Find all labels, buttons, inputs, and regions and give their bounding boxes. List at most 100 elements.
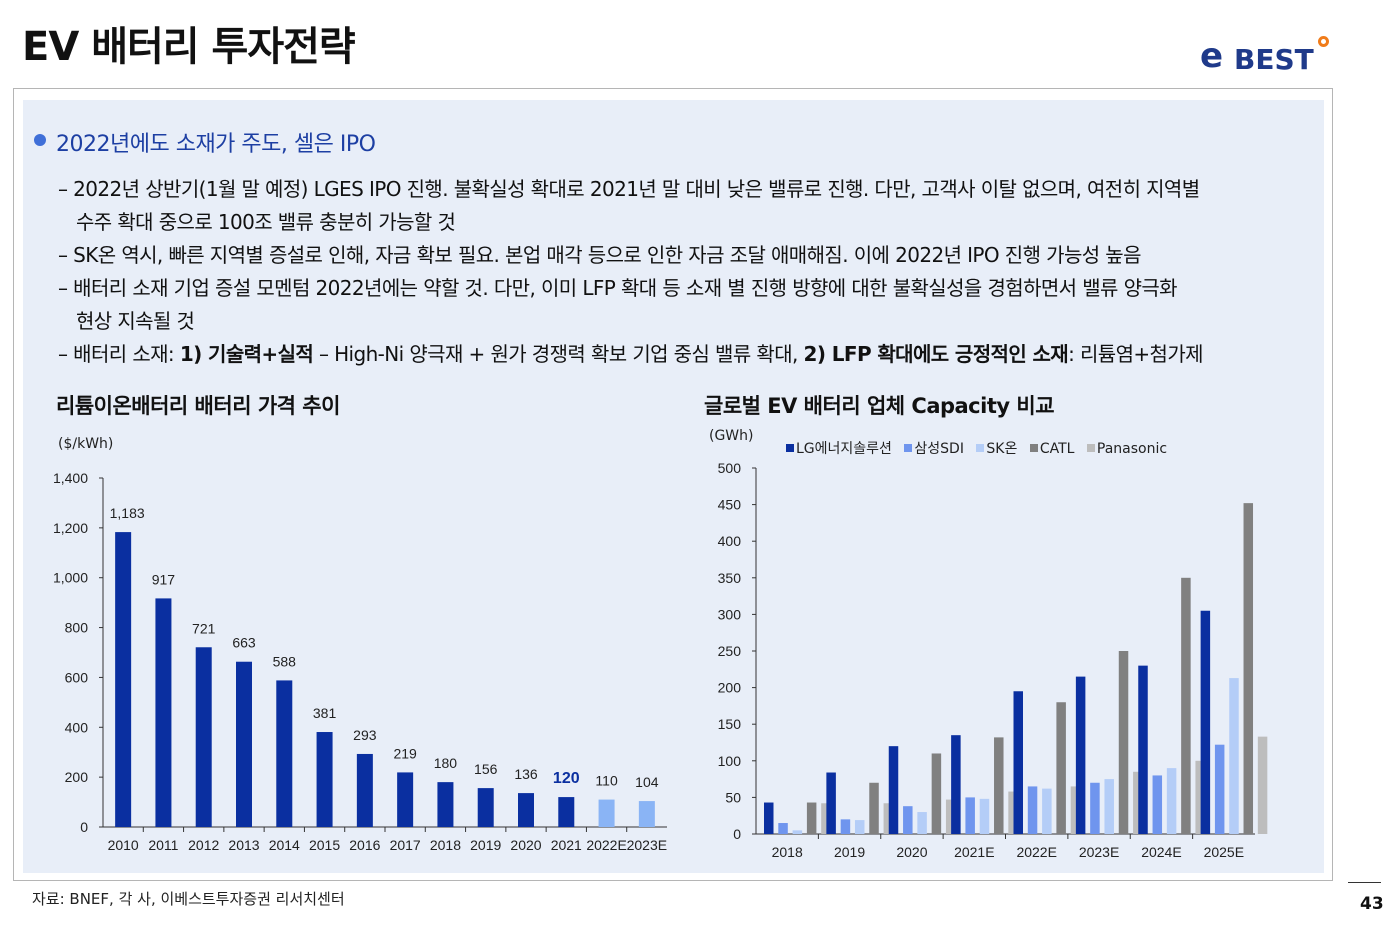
chart1-bar	[276, 680, 293, 827]
chart1-data-label: 721	[192, 620, 216, 636]
page-divider	[1348, 882, 1381, 883]
chart1-data-label: 588	[273, 653, 297, 669]
chart1-bar	[437, 782, 454, 827]
chart1-bar	[356, 753, 373, 827]
chart1-x-tick-label: 2016	[349, 837, 380, 853]
chart1-bar	[155, 598, 172, 827]
chart1-bar	[115, 532, 132, 827]
chart1-x-tick-label: 2023E	[627, 837, 667, 853]
chart1-data-label: 104	[635, 774, 659, 790]
ebest-logo: e BEST	[1200, 36, 1340, 80]
chart1-y-tick-label: 600	[65, 669, 89, 685]
chart2-y-tick-label: 50	[725, 789, 741, 805]
chart2-bar	[1013, 691, 1023, 834]
chart2-bar	[1229, 678, 1239, 834]
chart1-data-label: 180	[434, 755, 458, 771]
chart2-bar	[903, 806, 913, 834]
chart2-bar	[826, 772, 836, 834]
chart2-bar	[1027, 786, 1038, 834]
logo-text: BEST	[1234, 43, 1314, 76]
chart1-x-tick-label: 2014	[269, 837, 300, 853]
chart1-y-tick-label: 1,000	[53, 570, 88, 586]
chart2-bar	[869, 782, 879, 834]
chart1-x-tick-label: 2021	[551, 837, 582, 853]
chart2-bar	[965, 797, 975, 834]
chart1-bar	[397, 772, 414, 827]
chart1-x-tick-label: 2015	[309, 837, 340, 853]
chart1-bar	[558, 797, 575, 827]
chart2-title: 글로벌 EV 배터리 업체 Capacity 비교	[704, 394, 1055, 418]
bullet-2: – SK온 역시, 빠른 지역별 증설로 인해, 자금 확보 필요. 본업 매각…	[58, 243, 1142, 267]
logo-e-mark: e	[1200, 36, 1224, 76]
chart2-y-tick-label: 200	[718, 680, 742, 696]
chart1-data-label: 293	[353, 727, 377, 743]
chart2-bar	[1104, 779, 1114, 834]
legend-item-samsung: 삼성SDI	[904, 441, 964, 457]
chart1-battery-price: 0 200 400 600 800 1,000 1,200 1,400 2010 1,183 201…	[53, 470, 667, 853]
chart2-bar	[1070, 786, 1081, 834]
chart1-x-tick-label: 2018	[430, 837, 461, 853]
chart1-data-label: 381	[313, 705, 337, 721]
chart1-bar	[195, 647, 212, 827]
bullet-4-suffix: : 리튬염+첨가제	[1068, 342, 1203, 366]
chart1-bar	[638, 801, 655, 827]
bullet-4-bold-2: 2) LFP 확대에도 긍정적인 소재	[803, 342, 1069, 366]
chart2-bar	[1214, 744, 1225, 834]
chart2-bar	[979, 798, 990, 834]
chart2-y-tick-label: 500	[718, 460, 742, 476]
chart2-x-tick-label: 2022E	[1016, 844, 1056, 860]
chart1-bar	[518, 793, 534, 827]
chart2-bar	[883, 803, 894, 834]
chart2-bar	[806, 802, 817, 834]
chart1-x-tick-label: 2010	[108, 837, 139, 853]
chart2-bar	[1008, 791, 1018, 834]
chart2-capacity: 0 50 100 150 200 250 300 350 400 450 500 2018 2019 20…	[718, 460, 1268, 860]
chart2-bar	[917, 812, 927, 834]
chart2-bar	[840, 819, 851, 834]
chart2-bar	[994, 737, 1004, 834]
chart2-unit: (GWh)	[709, 428, 754, 444]
chart2-y-tick-label: 150	[718, 716, 742, 732]
chart2-y-tick-label: 0	[733, 826, 741, 842]
bullet-3-line-1: – 배터리 소재 기업 증설 모멘텀 2022년에는 약할 것. 다만, 이미 …	[58, 276, 1178, 300]
bullet-1-line-2: 수주 확대 중으로 100조 밸류 충분히 가능할 것	[76, 210, 456, 234]
chart1-y-tick-label: 400	[65, 719, 89, 735]
chart2-bar	[1257, 736, 1268, 834]
chart1-x-tick-label: 2019	[470, 837, 501, 853]
chart1-x-tick-label: 2020	[510, 837, 541, 853]
bullet-4-bold-1: 1) 기술력+실적	[179, 342, 314, 366]
chart1-data-label: 110	[595, 773, 618, 789]
legend-item-lg: LG에너지솔루션	[786, 441, 892, 457]
bullet-4-middle: – High-Ni 양극재 + 원가 경쟁력 확보 기업 중심 밸류 확대,	[313, 342, 804, 366]
chart2-bar	[854, 820, 865, 834]
chart1-x-tick-label: 2012	[188, 837, 219, 853]
chart2-bar	[931, 753, 942, 834]
chart2-bar	[1166, 768, 1177, 834]
chart1-bar	[236, 661, 252, 827]
chart2-x-tick-label: 2024E	[1141, 844, 1181, 860]
chart2-bar	[821, 803, 831, 834]
chart1-x-tick-label: 2013	[228, 837, 259, 853]
chart1-data-label: 156	[474, 761, 498, 777]
chart2-bar	[1138, 665, 1148, 834]
chart1-y-tick-label: 1,400	[53, 470, 88, 486]
chart2-x-tick-label: 2020	[896, 844, 927, 860]
chart2-bar	[1200, 610, 1211, 834]
chart2-bar	[945, 799, 956, 834]
chart2-y-tick-label: 450	[718, 497, 742, 513]
section-heading: 2022년에도 소재가 주도, 셀은 IPO	[56, 132, 376, 157]
chart1-x-tick-label: 2022E	[586, 837, 626, 853]
chart2-bar	[888, 746, 899, 834]
chart1-y-tick-label: 0	[80, 819, 88, 835]
chart1-title: 리튬이온배터리 배터리 가격 추이	[56, 394, 340, 418]
bullet-dot-icon	[34, 134, 46, 146]
chart1-data-label: 1,183	[110, 505, 145, 521]
bullet-3-line-2: 현상 지속될 것	[76, 309, 195, 333]
chart2-bar	[1195, 760, 1205, 834]
legend-item-panasonic: Panasonic	[1086, 441, 1167, 457]
chart2-bar	[1243, 503, 1254, 834]
chart1-bar	[477, 788, 494, 827]
chart2-x-tick-label: 2018	[772, 844, 803, 860]
chart1-data-label: 917	[152, 571, 176, 587]
chart2-bar	[1090, 782, 1100, 834]
